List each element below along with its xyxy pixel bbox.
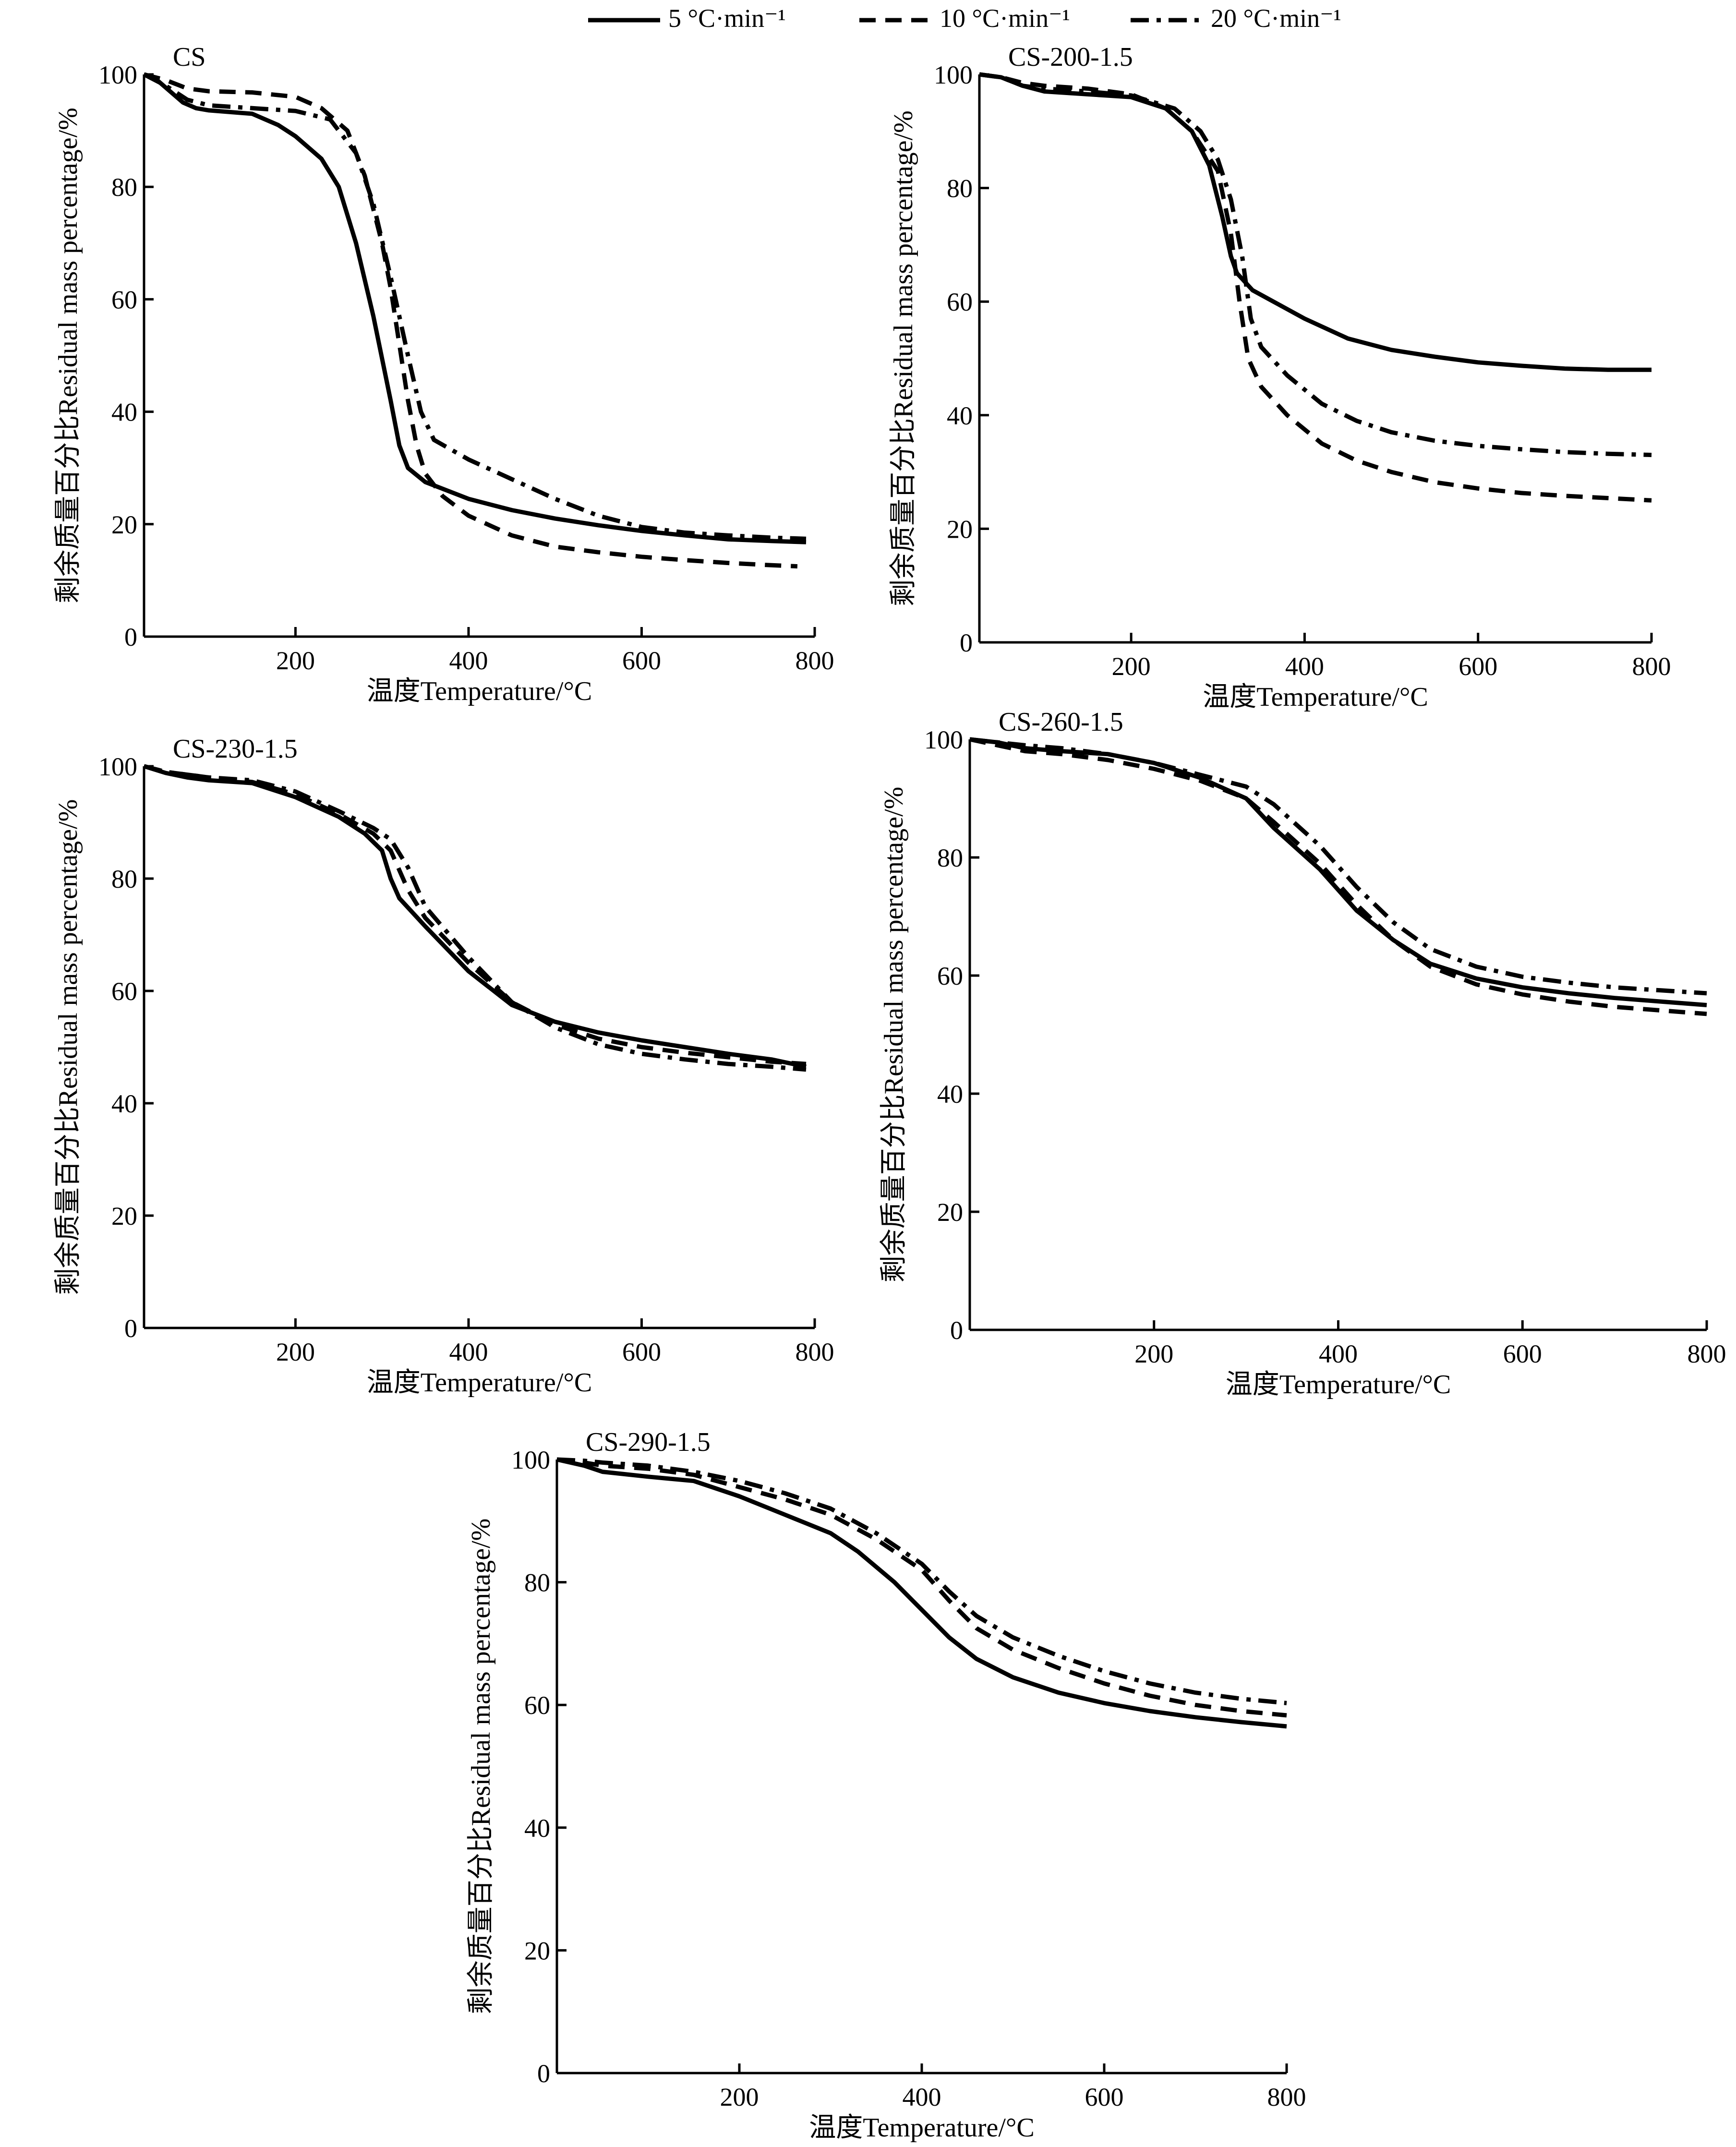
x-tick-label: 400 xyxy=(449,1338,488,1366)
y-tick-label: 60 xyxy=(524,1691,550,1720)
x-tick-label: 800 xyxy=(796,1338,834,1366)
y-tick-label: 100 xyxy=(511,1446,550,1474)
x-tick-label: 600 xyxy=(622,646,661,675)
series-line-solid xyxy=(556,1457,1287,1729)
x-tick-label: 800 xyxy=(1267,2083,1306,2111)
y-tick-label: 0 xyxy=(537,2059,550,2088)
series-line-dashdot xyxy=(556,1457,1287,1705)
series-line-dashdot xyxy=(143,72,807,541)
y-tick-label: 0 xyxy=(124,623,137,651)
series-line-solid xyxy=(979,72,1652,372)
panel-title: CS-230-1.5 xyxy=(173,734,298,764)
x-tick-label: 400 xyxy=(1285,652,1324,681)
legend-item-5: 5 °C·min⁻¹ xyxy=(588,4,786,33)
y-tick-label: 60 xyxy=(111,285,137,314)
x-tick-label: 200 xyxy=(1134,1339,1173,1368)
chart-panel-3: 0 20 40 60 80 100 200 400 600 800 CS-230-1.5 温度Temp… xyxy=(53,734,834,1398)
chart-panel-4: 0 20 40 60 80 100 200 400 600 800 CS-260-1.5 温度Temp… xyxy=(879,707,1726,1399)
y-axis-label: 剩余质量百分比Residual mass percentage/% xyxy=(53,799,83,1295)
y-tick-label: 60 xyxy=(111,977,137,1006)
x-tick-label: 600 xyxy=(1085,2083,1124,2111)
x-tick-label: 400 xyxy=(449,646,488,675)
panel-title: CS-260-1.5 xyxy=(999,707,1123,737)
y-tick-label: 80 xyxy=(947,174,973,203)
series-line-dashed xyxy=(143,72,798,569)
series-line-dashdot xyxy=(969,737,1707,996)
x-tick-label: 400 xyxy=(903,2083,941,2111)
y-tick-label: 100 xyxy=(98,60,137,89)
x-tick-label: 800 xyxy=(796,646,834,675)
x-tick-label: 200 xyxy=(276,1338,315,1366)
x-tick-label: 600 xyxy=(1503,1339,1542,1368)
panel-title: CS-290-1.5 xyxy=(586,1427,711,1457)
y-axis-label: 剩余质量百分比Residual mass percentage/% xyxy=(879,787,909,1283)
legend-label-20: 20 °C·min⁻¹ xyxy=(1211,4,1341,33)
y-tick-label: 0 xyxy=(124,1314,137,1343)
y-tick-label: 40 xyxy=(524,1814,550,1843)
series-line-dashed xyxy=(556,1457,1287,1718)
y-tick-label: 40 xyxy=(111,1089,137,1118)
x-tick-label: 800 xyxy=(1688,1339,1726,1368)
panel-title: CS xyxy=(173,42,206,72)
y-tick-label: 80 xyxy=(111,173,137,202)
x-axis-label: 温度Temperature/°C xyxy=(367,676,592,706)
y-tick-label: 80 xyxy=(937,844,963,872)
x-tick-label: 200 xyxy=(1112,652,1151,681)
y-tick-label: 80 xyxy=(524,1568,550,1597)
y-tick-label: 0 xyxy=(950,1316,963,1345)
y-axis-label: 剩余质量百分比Residual mass percentage/% xyxy=(466,1519,496,2014)
x-axis-label: 温度Temperature/°C xyxy=(1203,682,1428,712)
x-tick-label: 600 xyxy=(622,1338,661,1366)
x-axis-label: 温度Temperature/°C xyxy=(367,1368,592,1398)
y-tick-label: 20 xyxy=(524,1936,550,1965)
legend: 5 °C·min⁻¹ 10 °C·min⁻¹ 20 °C·min⁻¹ xyxy=(588,4,1341,33)
series-line-dashdot xyxy=(143,764,807,1072)
y-tick-label: 100 xyxy=(934,60,973,89)
x-axis-label: 温度Temperature/°C xyxy=(1226,1370,1451,1399)
chart-panel-1: 0 20 40 60 80 100 200 400 600 800 CS 温度Temperature/… xyxy=(53,42,834,706)
legend-label-5: 5 °C·min⁻¹ xyxy=(668,4,786,33)
series-line-solid xyxy=(143,764,807,1069)
y-tick-label: 80 xyxy=(111,865,137,893)
x-tick-label: 800 xyxy=(1632,652,1671,681)
series-line-dashdot xyxy=(979,72,1652,458)
panel-title: CS-200-1.5 xyxy=(1008,42,1133,72)
y-tick-label: 20 xyxy=(111,1202,137,1230)
y-tick-label: 20 xyxy=(937,1198,963,1227)
y-tick-label: 100 xyxy=(98,752,137,781)
series-line-solid xyxy=(969,737,1707,1007)
y-tick-label: 40 xyxy=(111,398,137,427)
series-line-solid xyxy=(143,72,807,544)
y-axis-label: 剩余质量百分比Residual mass percentage/% xyxy=(53,108,83,603)
y-tick-label: 20 xyxy=(111,510,137,539)
y-tick-label: 60 xyxy=(947,288,973,316)
x-axis-label: 温度Temperature/°C xyxy=(809,2113,1034,2143)
chart-panel-5: 0 20 40 60 80 100 200 400 600 800 CS-290-1.5 温度Temp… xyxy=(466,1427,1306,2143)
y-tick-label: 20 xyxy=(947,515,973,543)
y-tick-label: 40 xyxy=(937,1080,963,1109)
chart-panel-2: 0 20 40 60 80 100 200 400 600 800 CS-200-1.5 温度Temp… xyxy=(889,42,1671,712)
y-tick-label: 60 xyxy=(937,962,963,990)
y-tick-label: 40 xyxy=(947,401,973,430)
series-line-dashed xyxy=(979,72,1652,503)
y-axis-label: 剩余质量百分比Residual mass percentage/% xyxy=(889,110,918,606)
x-tick-label: 200 xyxy=(720,2083,759,2111)
y-tick-label: 100 xyxy=(924,725,963,754)
legend-item-10: 10 °C·min⁻¹ xyxy=(859,4,1070,33)
x-tick-label: 200 xyxy=(276,646,315,675)
series-line-dashed xyxy=(969,737,1707,1016)
y-tick-label: 0 xyxy=(960,628,973,657)
legend-item-20: 20 °C·min⁻¹ xyxy=(1131,4,1341,33)
x-tick-label: 600 xyxy=(1459,652,1497,681)
legend-label-10: 10 °C·min⁻¹ xyxy=(940,4,1070,33)
x-tick-label: 400 xyxy=(1319,1339,1358,1368)
series-line-dashed xyxy=(143,764,807,1066)
